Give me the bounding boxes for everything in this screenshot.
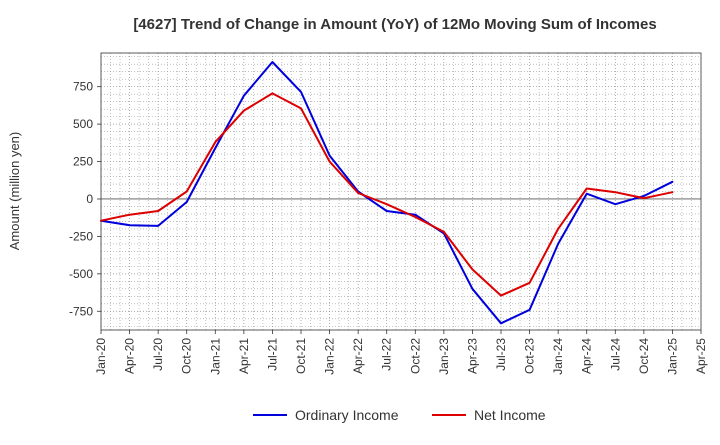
x-tick-label: Jan-24: [551, 338, 565, 375]
y-tick-label: 750: [73, 80, 93, 94]
x-tick-label: Jul-20: [151, 338, 165, 371]
x-tick-label: Jul-21: [265, 338, 279, 371]
legend: Ordinary Income Net Income: [253, 407, 546, 423]
x-tick-label: Oct-22: [408, 338, 422, 374]
x-tick-label: Jul-22: [380, 338, 394, 371]
x-tick-label: Apr-20: [123, 338, 137, 374]
y-tick-label: -250: [69, 229, 93, 243]
y-tick-label: 250: [73, 155, 93, 169]
x-tick-label: Jan-20: [94, 338, 108, 375]
y-tick-label: 0: [86, 192, 93, 206]
axes: -750 -500 -250 0 250 500 750 Jan-20 Apr-20 Jul-20…: [69, 52, 708, 375]
plot-frame: [100, 52, 702, 331]
x-tick-label: Oct-21: [294, 338, 308, 374]
y-tick-label: 500: [73, 117, 93, 131]
x-tick-label: Apr-23: [465, 338, 479, 374]
x-tick-label: Oct-20: [180, 338, 194, 374]
net-income-line: [100, 92, 674, 297]
series: [100, 61, 674, 325]
chart-title: [4627] Trend of Change in Amount (YoY) o…: [133, 16, 656, 33]
y-tick-label: -500: [69, 267, 93, 281]
x-tick-label: Apr-22: [351, 338, 365, 374]
legend-label-ordinary-income: Ordinary Income: [295, 407, 399, 423]
x-tick-label: Jul-23: [494, 338, 508, 371]
x-tick-label: Jan-23: [437, 338, 451, 375]
legend-label-net-income: Net Income: [474, 407, 546, 423]
x-tick-label: Jul-24: [608, 338, 622, 371]
x-tick-label: Jan-22: [323, 338, 337, 375]
y-tick-label: -750: [69, 304, 93, 318]
x-tick-label: Apr-21: [237, 338, 251, 374]
x-tick-label: Jan-25: [665, 338, 679, 375]
x-tick-label: Apr-25: [694, 338, 708, 374]
x-tick-label: Oct-24: [637, 338, 651, 374]
y-axis-label: Amount (million yen): [7, 132, 22, 251]
x-tick-label: Oct-23: [523, 338, 537, 374]
ordinary-income-line: [100, 61, 674, 325]
grid: [101, 53, 701, 330]
x-tick-label: Apr-24: [580, 338, 594, 374]
x-tick-label: Jan-21: [208, 338, 222, 375]
